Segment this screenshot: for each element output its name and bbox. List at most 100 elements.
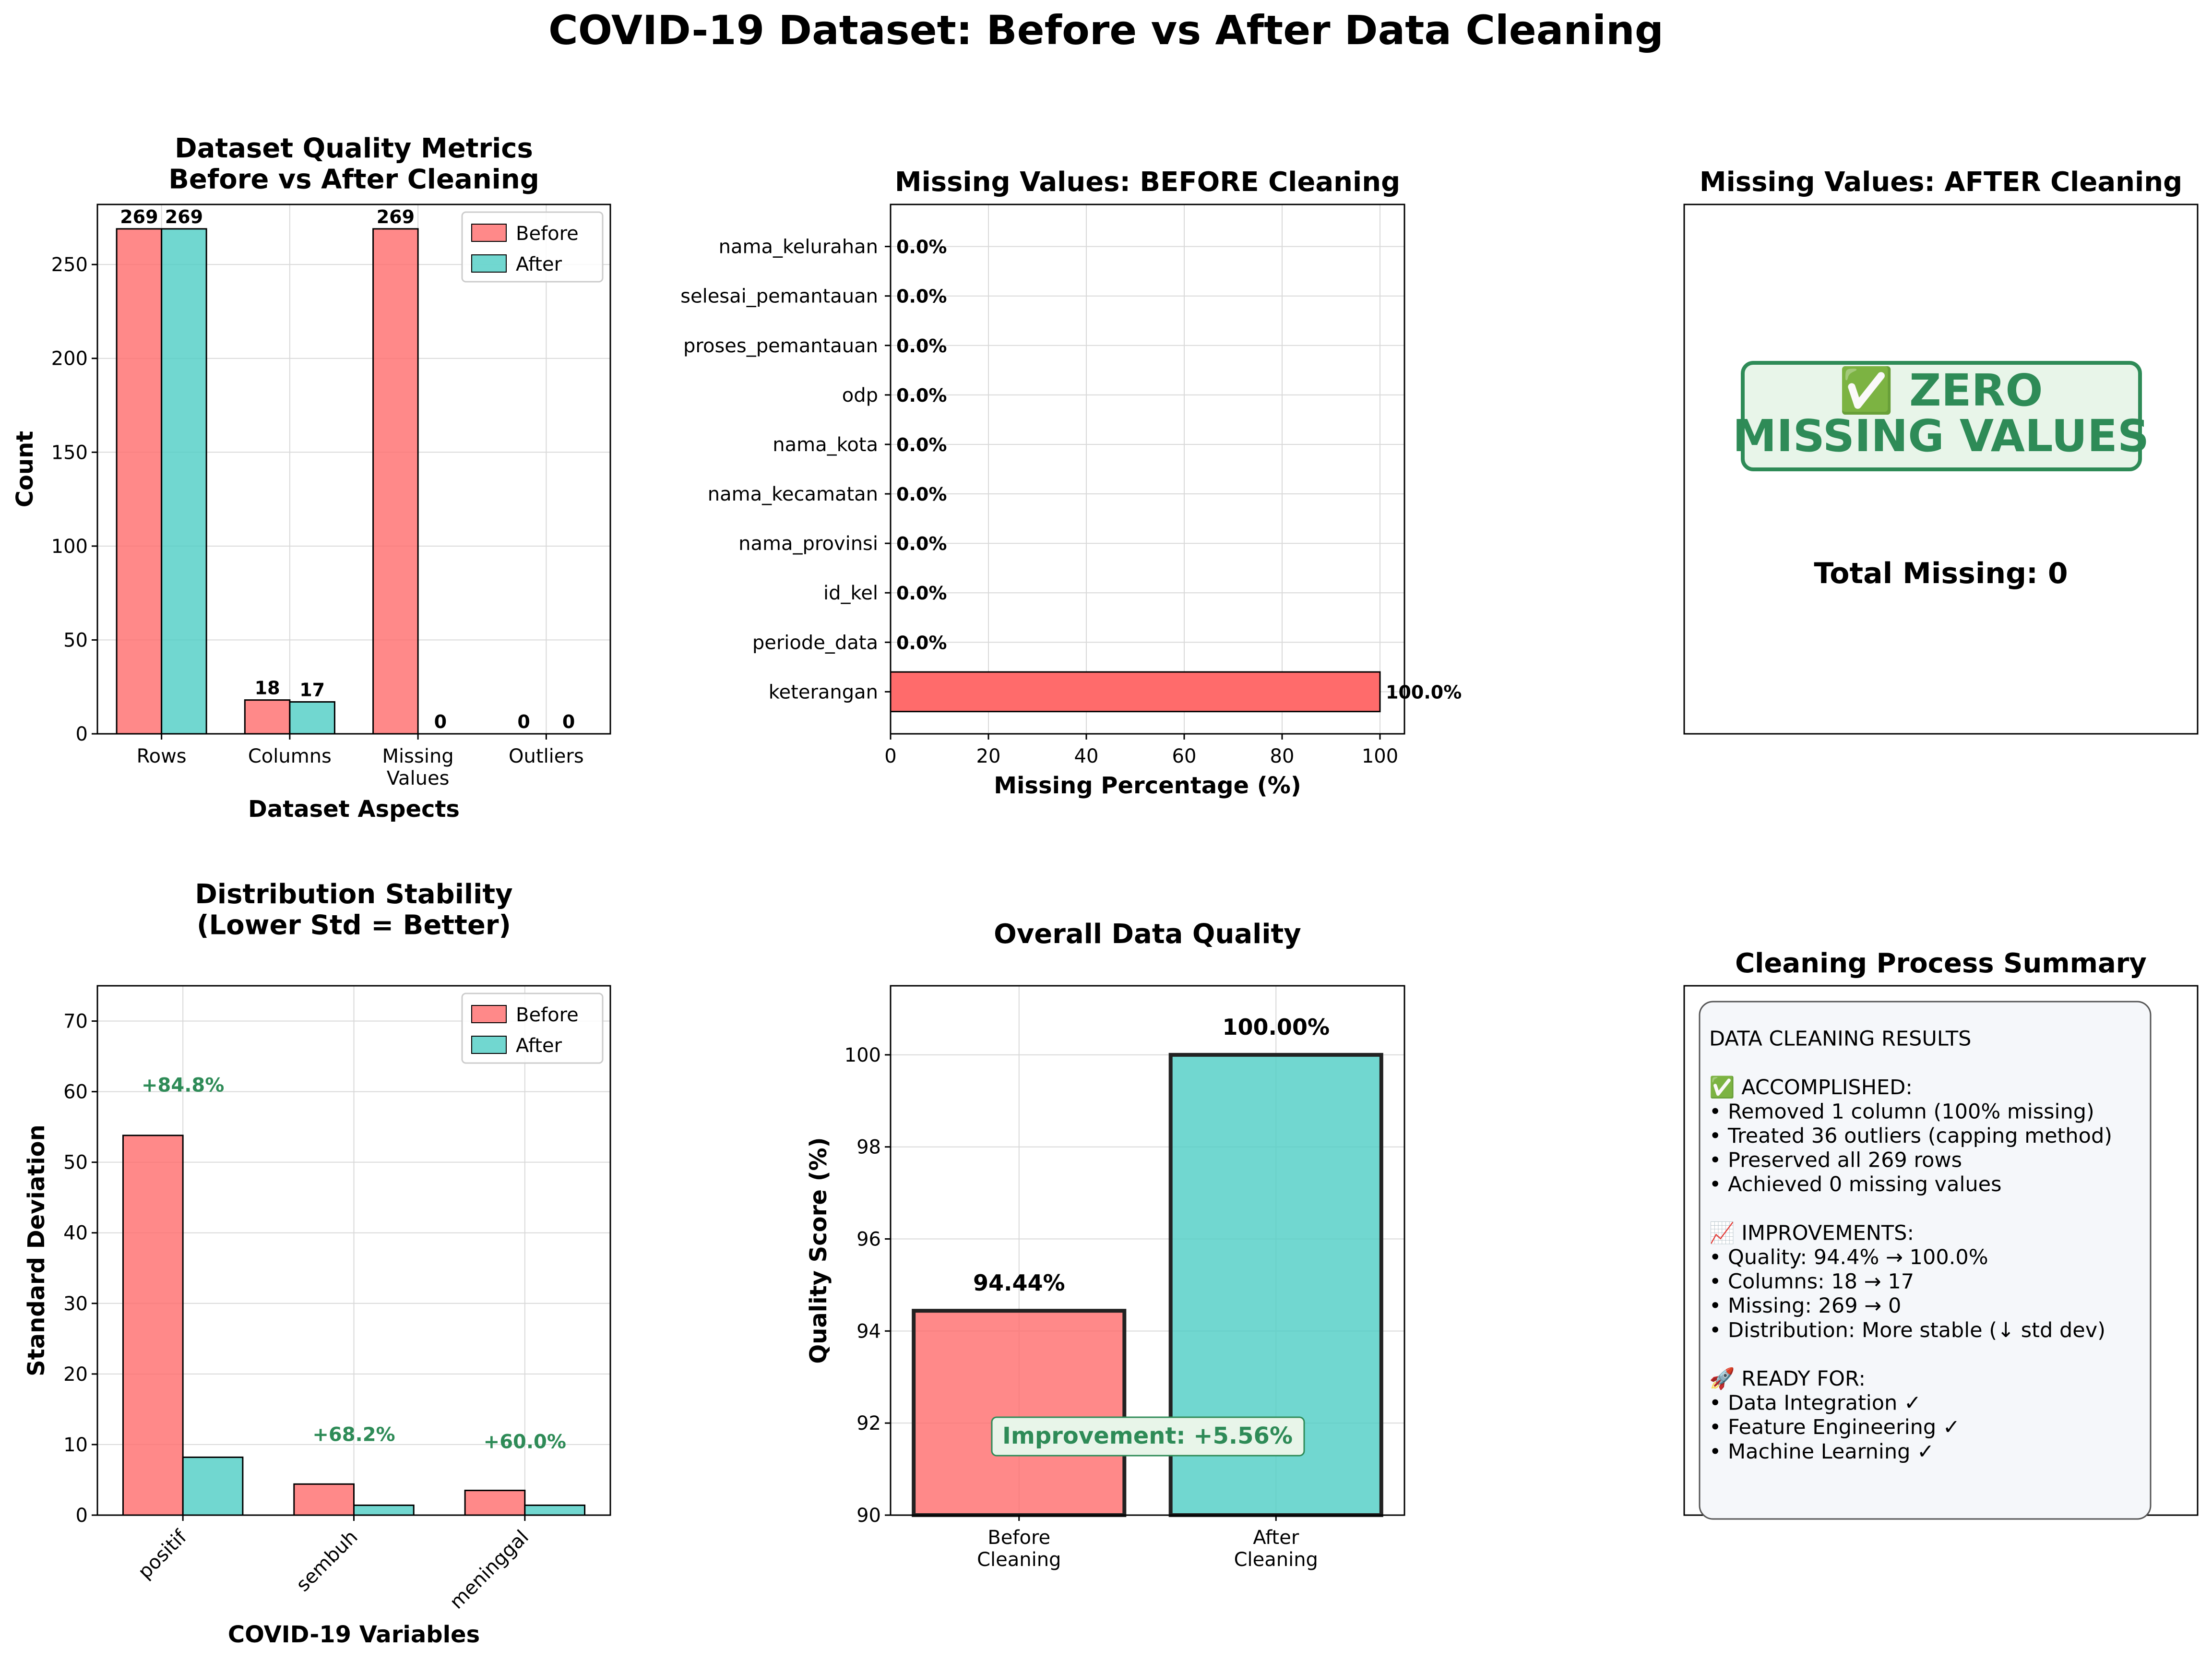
summary-line: • Preserved all 269 rows <box>1709 1148 1962 1172</box>
chart-title: Cleaning Process Summary <box>1735 948 2147 979</box>
tick-label-y: 200 <box>51 348 88 370</box>
panel-missing-after: Missing Values: AFTER Cleaning ✅ ZEROMISS… <box>1683 167 2199 735</box>
y-axis-label: Count <box>12 431 38 508</box>
figure-suptitle: COVID-19 Dataset: Before vs After Data C… <box>548 7 1664 54</box>
tick-label-y: 90 <box>856 1505 881 1527</box>
tick-label-y: nama_provinsi <box>738 533 878 555</box>
data-label: 0 <box>562 711 575 732</box>
tick-label-y: nama_kota <box>773 434 878 456</box>
axes-frame <box>1683 203 2199 735</box>
panel-quality-metrics: 269 18 269 0 269 17 0 0 0 50 100 150 200 250 Rows Colum… <box>12 133 611 823</box>
zero-missing-line-1: ✅ ZERO <box>1839 365 2043 416</box>
tick-label-x: After Cleaning <box>1234 1527 1318 1571</box>
legend-label: After <box>516 253 562 275</box>
tick-label-y: 0 <box>76 723 88 745</box>
tick-label-y: periode_data <box>752 632 878 654</box>
tick-label-x: 80 <box>1270 745 1295 767</box>
tick-label-y: 70 <box>63 1011 88 1033</box>
axes-frame <box>890 985 1405 1516</box>
chart-title: Overall Data Quality <box>994 919 1301 950</box>
legend-label: After <box>516 1035 562 1057</box>
tick-label-x: Columns <box>248 745 332 767</box>
axes-frame <box>96 203 611 735</box>
bar-quality <box>912 1309 1127 1517</box>
data-label: 0.0% <box>896 434 947 455</box>
data-label: 269 <box>165 206 203 227</box>
tick-label-y: selesai_pemantauan <box>680 286 878 308</box>
tick-label-y: 100 <box>844 1044 881 1066</box>
tick-label-y: 250 <box>51 254 88 276</box>
bar-before <box>116 228 163 735</box>
tick-label-x: 20 <box>976 745 1001 767</box>
bar-before <box>122 1135 184 1516</box>
data-label: 18 <box>255 678 280 699</box>
tick-label-x: Before Cleaning <box>977 1527 1061 1571</box>
data-label: 0.0% <box>896 533 947 554</box>
data-label: 269 <box>120 206 158 227</box>
legend-label: Before <box>516 223 579 245</box>
tick-label-y: nama_kelurahan <box>719 236 878 258</box>
data-label: 0 <box>517 711 530 732</box>
panel-overall-quality: 94.44% 100.00% Improvement: +5.56% 90 92 94 96… <box>805 919 1405 1571</box>
improvement-annotation: Improvement: +5.56% <box>1002 1423 1293 1449</box>
y-axis-label: Standard Deviation <box>23 1124 50 1376</box>
data-label: 0.0% <box>896 286 947 307</box>
tick-label-y: id_kel <box>823 582 878 604</box>
data-label: 94.44% <box>973 1270 1065 1296</box>
tick-label-y: keterangan <box>769 681 878 703</box>
tick-label-y: 50 <box>63 629 88 651</box>
summary-line: DATA CLEANING RESULTS <box>1709 1027 1971 1051</box>
tick-label-y: 98 <box>856 1136 881 1159</box>
data-label: 0.0% <box>896 583 947 604</box>
data-label: 0.0% <box>896 632 947 653</box>
zero-missing-badge <box>1741 361 2142 471</box>
legend-label: Before <box>516 1004 579 1026</box>
bar-before <box>464 1490 526 1516</box>
summary-line: • Quality: 94.4% → 100.0% <box>1709 1245 1988 1269</box>
tick-label-y: 20 <box>63 1363 88 1386</box>
legend-swatch <box>471 1036 507 1054</box>
tick-label-y: nama_kecamatan <box>708 483 878 505</box>
chart-title: Missing Values: BEFORE Cleaning <box>895 167 1400 198</box>
summary-line: ✅ ACCOMPLISHED: <box>1709 1076 1913 1100</box>
chart-title: Distribution Stability (Lower Std = Bette… <box>195 879 512 941</box>
tick-label-x: meninggal <box>446 1526 533 1614</box>
x-axis-label: Dataset Aspects <box>248 796 460 823</box>
tick-label-y: 100 <box>51 536 88 558</box>
tick-label-y: 96 <box>856 1229 881 1251</box>
tick-label-y: 40 <box>63 1222 88 1244</box>
summary-line: • Treated 36 outliers (capping method) <box>1709 1124 2112 1148</box>
data-label: 269 <box>377 206 415 227</box>
zero-missing-line-2: MISSING VALUES <box>1733 410 2149 462</box>
summary-line: 📈 IMPROVEMENTS: <box>1709 1221 1914 1245</box>
chart-title: Missing Values: AFTER Cleaning <box>1700 167 2182 198</box>
x-axis-label: COVID-19 Variables <box>228 1621 480 1648</box>
data-label: 100.00% <box>1222 1014 1330 1040</box>
summary-line: • Feature Engineering ✓ <box>1709 1415 1960 1439</box>
tick-label-y: 150 <box>51 442 88 464</box>
y-axis-label: Quality Score (%) <box>805 1137 832 1363</box>
bar-after <box>289 701 335 735</box>
summary-line: • Columns: 18 → 17 <box>1709 1270 1914 1294</box>
data-label: 0.0% <box>896 385 947 406</box>
bar-before <box>244 699 291 735</box>
bar-after <box>161 228 207 735</box>
summary-box <box>1699 1001 2152 1520</box>
tick-label-y: proses_pemantauan <box>683 335 878 357</box>
tick-label-x: 60 <box>1172 745 1197 767</box>
tick-label-x: Rows <box>137 745 187 767</box>
tick-label-y: 0 <box>76 1505 88 1527</box>
total-missing-text: Total Missing: 0 <box>1814 557 2068 590</box>
summary-line: • Achieved 0 missing values <box>1709 1172 2002 1196</box>
legend-swatch <box>471 1005 507 1023</box>
legend-swatch <box>471 224 507 242</box>
tick-label-x: sembuh <box>292 1526 362 1596</box>
tick-label-y: odp <box>842 384 878 407</box>
data-label: 0.0% <box>896 335 947 357</box>
tick-label-y: 10 <box>63 1434 88 1456</box>
data-label: 0.0% <box>896 237 947 258</box>
bar-after <box>353 1504 415 1516</box>
axes-frame <box>890 203 1405 735</box>
chart-title: Dataset Quality Metrics Before vs After C… <box>168 133 539 195</box>
